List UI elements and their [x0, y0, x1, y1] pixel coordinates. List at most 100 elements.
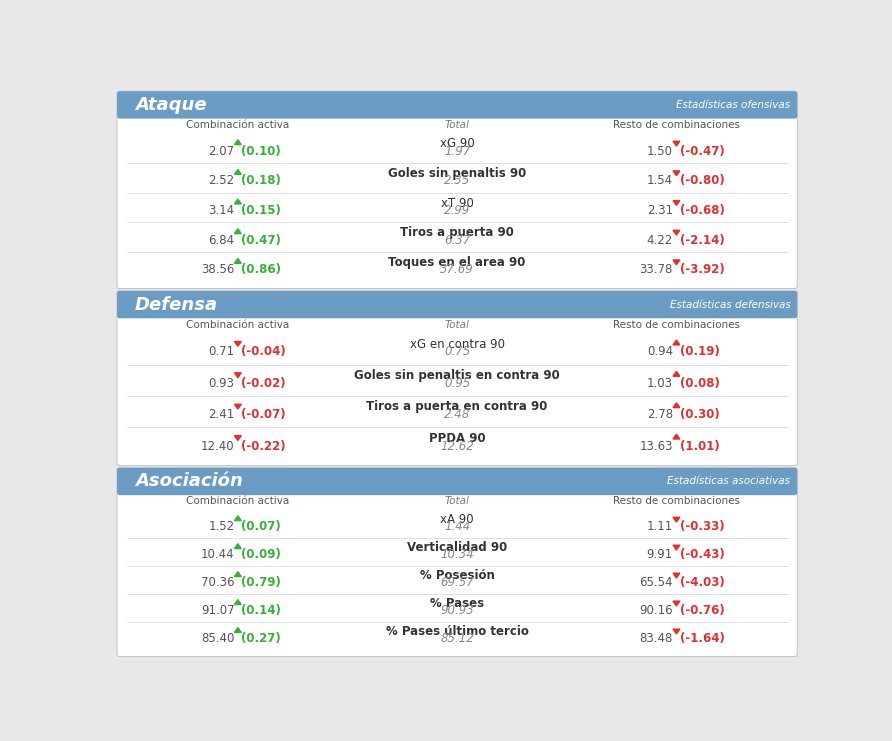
Polygon shape: [235, 544, 242, 548]
Text: (-0.76): (-0.76): [680, 604, 724, 617]
Polygon shape: [673, 260, 680, 265]
Text: 33.78: 33.78: [640, 263, 673, 276]
Text: (0.18): (0.18): [242, 174, 281, 187]
Text: 90.93: 90.93: [441, 604, 474, 617]
Text: (0.30): (0.30): [680, 408, 720, 421]
FancyBboxPatch shape: [117, 91, 797, 289]
Polygon shape: [235, 599, 242, 605]
Text: 1.97: 1.97: [444, 144, 470, 158]
Text: 2.48: 2.48: [444, 408, 470, 421]
Polygon shape: [673, 403, 680, 408]
Text: 38.56: 38.56: [201, 263, 235, 276]
Polygon shape: [673, 629, 680, 634]
Text: xT 90: xT 90: [441, 196, 474, 210]
Text: (0.47): (0.47): [242, 233, 281, 247]
Text: Resto de combinaciones: Resto de combinaciones: [613, 496, 740, 506]
Text: 69.57: 69.57: [441, 576, 474, 589]
Text: 2.41: 2.41: [208, 408, 235, 421]
Text: Asociación: Asociación: [135, 473, 243, 491]
Text: 12.40: 12.40: [201, 439, 235, 453]
Text: 1.54: 1.54: [647, 174, 673, 187]
Polygon shape: [235, 572, 242, 576]
Text: 0.75: 0.75: [444, 345, 470, 359]
Polygon shape: [235, 199, 242, 204]
Text: (-0.43): (-0.43): [680, 548, 724, 561]
Text: Goles sin penaltis en contra 90: Goles sin penaltis en contra 90: [354, 369, 560, 382]
Polygon shape: [673, 574, 680, 578]
Text: (0.19): (0.19): [680, 345, 720, 359]
Text: Resto de combinaciones: Resto de combinaciones: [613, 120, 740, 130]
Polygon shape: [235, 373, 242, 378]
Polygon shape: [235, 259, 242, 263]
Polygon shape: [235, 170, 242, 174]
Text: Defensa: Defensa: [135, 296, 219, 313]
Text: 90.16: 90.16: [640, 604, 673, 617]
Text: 10.34: 10.34: [441, 548, 474, 561]
Text: 83.48: 83.48: [640, 632, 673, 645]
Text: (-0.22): (-0.22): [242, 439, 286, 453]
Text: 0.95: 0.95: [444, 377, 470, 390]
Text: (-0.04): (-0.04): [242, 345, 286, 359]
Polygon shape: [673, 142, 680, 146]
Text: (0.79): (0.79): [242, 576, 281, 589]
Text: Tiros a puerta en contra 90: Tiros a puerta en contra 90: [367, 400, 548, 413]
Text: Estadísticas defensivas: Estadísticas defensivas: [670, 299, 790, 310]
Text: 3.14: 3.14: [209, 204, 235, 217]
Text: 0.93: 0.93: [209, 377, 235, 390]
Polygon shape: [673, 171, 680, 176]
Text: (1.01): (1.01): [680, 439, 720, 453]
Text: 2.07: 2.07: [209, 144, 235, 158]
Text: xG en contra 90: xG en contra 90: [409, 338, 505, 350]
Text: Tiros a puerta 90: Tiros a puerta 90: [401, 226, 514, 239]
Text: 2.99: 2.99: [444, 204, 470, 217]
Text: 37.69: 37.69: [441, 263, 474, 276]
Text: (-0.47): (-0.47): [680, 144, 724, 158]
Text: 1.52: 1.52: [209, 520, 235, 534]
Polygon shape: [235, 342, 242, 346]
Text: % Posesión: % Posesión: [420, 569, 494, 582]
Polygon shape: [235, 229, 242, 233]
Text: 0.94: 0.94: [647, 345, 673, 359]
Text: 70.36: 70.36: [201, 576, 235, 589]
Text: Combinación activa: Combinación activa: [186, 319, 290, 330]
Polygon shape: [673, 340, 680, 345]
Text: (0.08): (0.08): [680, 377, 720, 390]
Text: (0.10): (0.10): [242, 144, 281, 158]
Text: (-4.03): (-4.03): [680, 576, 724, 589]
Polygon shape: [673, 201, 680, 205]
Text: 13.63: 13.63: [640, 439, 673, 453]
Text: (-0.68): (-0.68): [680, 204, 725, 217]
Text: 2.78: 2.78: [647, 408, 673, 421]
Text: Ataque: Ataque: [135, 96, 207, 114]
Text: 6.84: 6.84: [209, 233, 235, 247]
Text: xA 90: xA 90: [441, 514, 474, 526]
Text: 2.52: 2.52: [209, 174, 235, 187]
Text: PPDA 90: PPDA 90: [429, 432, 485, 445]
Polygon shape: [235, 436, 242, 440]
Text: 85.40: 85.40: [201, 632, 235, 645]
FancyBboxPatch shape: [117, 291, 797, 319]
Text: 65.54: 65.54: [640, 576, 673, 589]
Text: 4.22: 4.22: [647, 233, 673, 247]
Text: (0.07): (0.07): [242, 520, 281, 534]
Polygon shape: [673, 230, 680, 235]
Text: (-3.92): (-3.92): [680, 263, 724, 276]
Text: 12.62: 12.62: [441, 439, 474, 453]
Text: Resto de combinaciones: Resto de combinaciones: [613, 319, 740, 330]
Text: Toques en el area 90: Toques en el area 90: [388, 256, 526, 269]
Text: 85.12: 85.12: [441, 632, 474, 645]
Text: (-0.80): (-0.80): [680, 174, 724, 187]
Text: (0.14): (0.14): [242, 604, 281, 617]
Polygon shape: [235, 405, 242, 409]
Text: Total: Total: [445, 120, 469, 130]
Text: 2.35: 2.35: [444, 174, 470, 187]
Text: (-1.64): (-1.64): [680, 632, 725, 645]
Text: (0.09): (0.09): [242, 548, 281, 561]
FancyBboxPatch shape: [117, 91, 797, 119]
Polygon shape: [673, 517, 680, 522]
Text: Total: Total: [445, 319, 469, 330]
Text: 0.71: 0.71: [209, 345, 235, 359]
Text: 2.31: 2.31: [647, 204, 673, 217]
Text: Combinación activa: Combinación activa: [186, 120, 290, 130]
Text: (0.86): (0.86): [242, 263, 281, 276]
